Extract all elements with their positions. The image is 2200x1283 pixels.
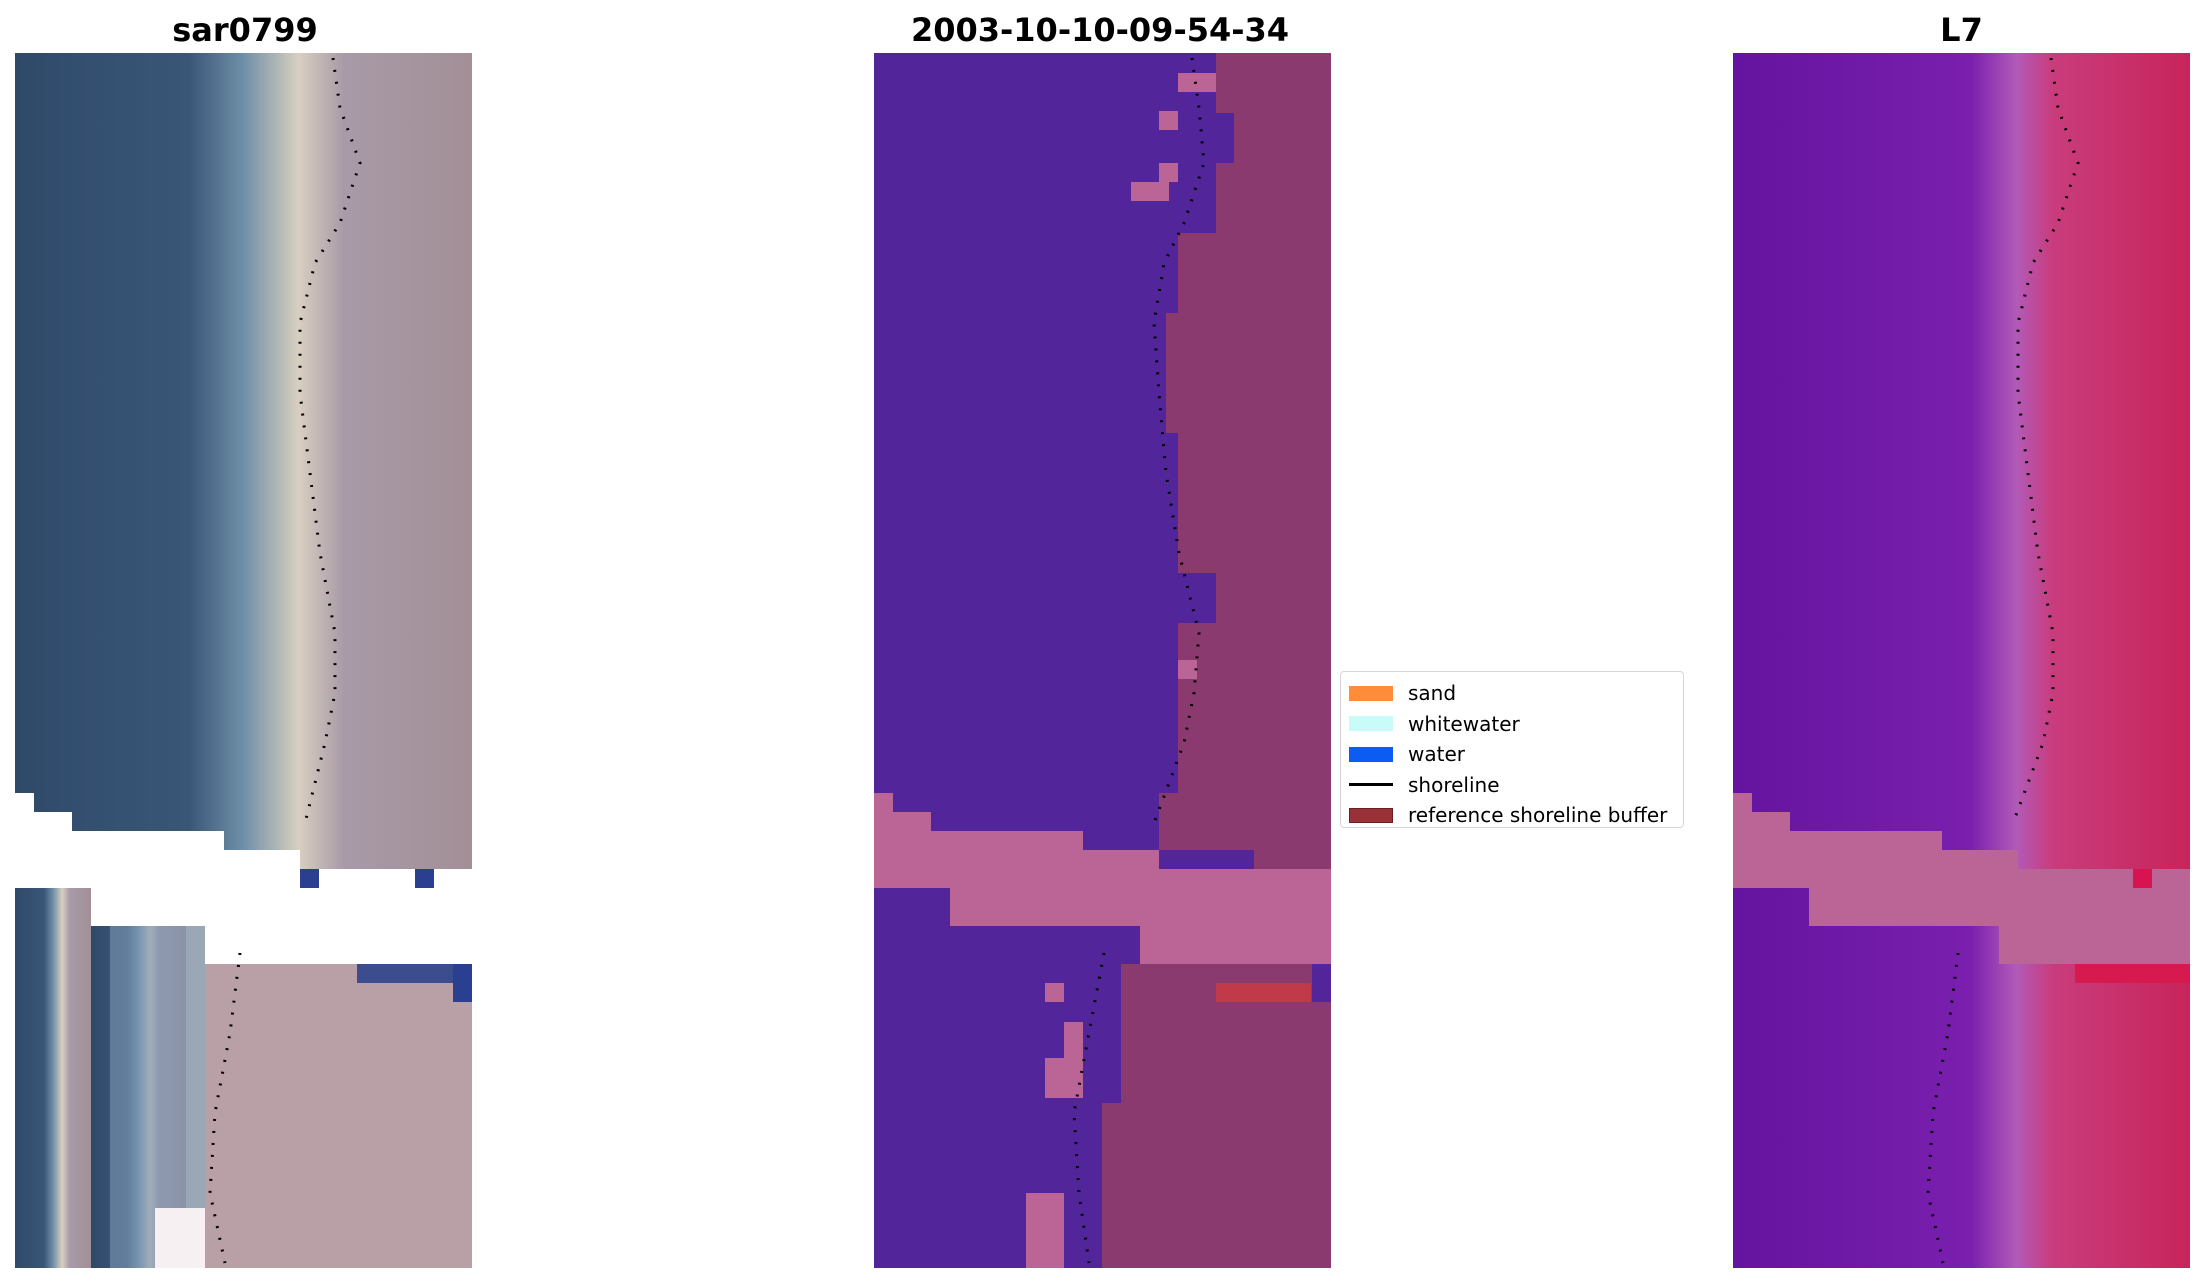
classified-image-panel — [874, 53, 1331, 1268]
rgb-image — [15, 53, 472, 1268]
panel-title-satellite: L7 — [1940, 11, 1983, 49]
legend-label-shoreline: shoreline — [1408, 772, 1500, 797]
water-swatch-icon — [1349, 746, 1393, 762]
nodata-band — [874, 793, 1331, 964]
legend-entry-water: water — [1349, 739, 1675, 770]
legend-label-reference-buffer: reference shoreline buffer — [1408, 803, 1668, 828]
panel-title-rgb: sar0799 — [172, 11, 318, 49]
legend-entry-reference-buffer: reference shoreline buffer — [1349, 800, 1675, 831]
legend-label-sand: sand — [1408, 681, 1457, 706]
legend: sand whitewater water shoreline referenc… — [1340, 671, 1684, 828]
legend-entry-whitewater: whitewater — [1349, 709, 1675, 740]
rgb-image-panel — [15, 53, 472, 1268]
index-image — [1733, 53, 2190, 1268]
land-region-bottom — [1102, 964, 1331, 1268]
land-region-top — [1159, 53, 1331, 888]
reference-buffer-swatch-icon — [1349, 807, 1393, 823]
panel-title-date: 2003-10-10-09-54-34 — [910, 11, 1290, 49]
legend-entry-sand: sand — [1349, 678, 1675, 709]
legend-label-water: water — [1408, 742, 1465, 767]
legend-entry-shoreline: shoreline — [1349, 770, 1675, 801]
index-image-panel — [1733, 53, 2190, 1268]
index-nodata-band — [1733, 793, 2190, 964]
legend-label-whitewater: whitewater — [1408, 711, 1520, 736]
index-gradient — [1733, 53, 2190, 1268]
rgb-top-block — [15, 53, 472, 793]
sand-swatch-icon — [1349, 685, 1393, 701]
shoreline-line-icon — [1349, 783, 1393, 787]
whitewater-swatch-icon — [1349, 716, 1393, 732]
classified-image — [874, 53, 1331, 1268]
